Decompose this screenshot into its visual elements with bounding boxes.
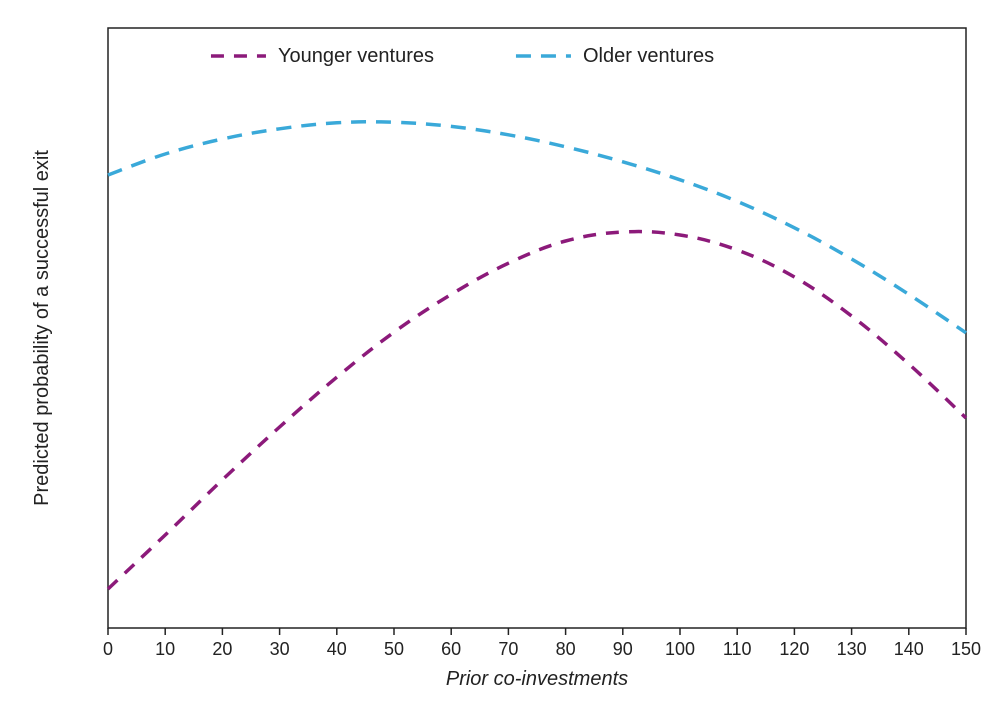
x-tick-label: 60 (441, 639, 461, 659)
x-tick-label: 70 (498, 639, 518, 659)
x-tick-label: 100 (665, 639, 695, 659)
line-chart: 0 10 20 30 40 50 60 70 80 90 100 110 120 130 140 150 Pri… (0, 0, 1001, 728)
x-tick-label: 150 (951, 639, 981, 659)
x-tick-label: 30 (270, 639, 290, 659)
legend-label-1: Older ventures (583, 45, 714, 67)
x-tick-label: 20 (212, 639, 232, 659)
x-tick-label: 120 (779, 639, 809, 659)
x-tick-label: 10 (155, 639, 175, 659)
x-tick-label: 50 (384, 639, 404, 659)
x-tick-label: 80 (556, 639, 576, 659)
x-tick-label: 90 (613, 639, 633, 659)
x-tick-label: 110 (723, 639, 752, 659)
y-axis-title: Predicted probability of a successful ex… (31, 150, 53, 506)
x-tick-label: 0 (103, 639, 113, 659)
x-axis-title: Prior co-investments (446, 668, 628, 690)
x-tick-label: 40 (327, 639, 347, 659)
legend-label-0: Younger ventures (278, 45, 434, 67)
chart-container: 0 10 20 30 40 50 60 70 80 90 100 110 120 130 140 150 Pri… (0, 0, 1001, 728)
x-tick-label: 130 (837, 639, 867, 659)
x-tick-label: 140 (894, 639, 924, 659)
